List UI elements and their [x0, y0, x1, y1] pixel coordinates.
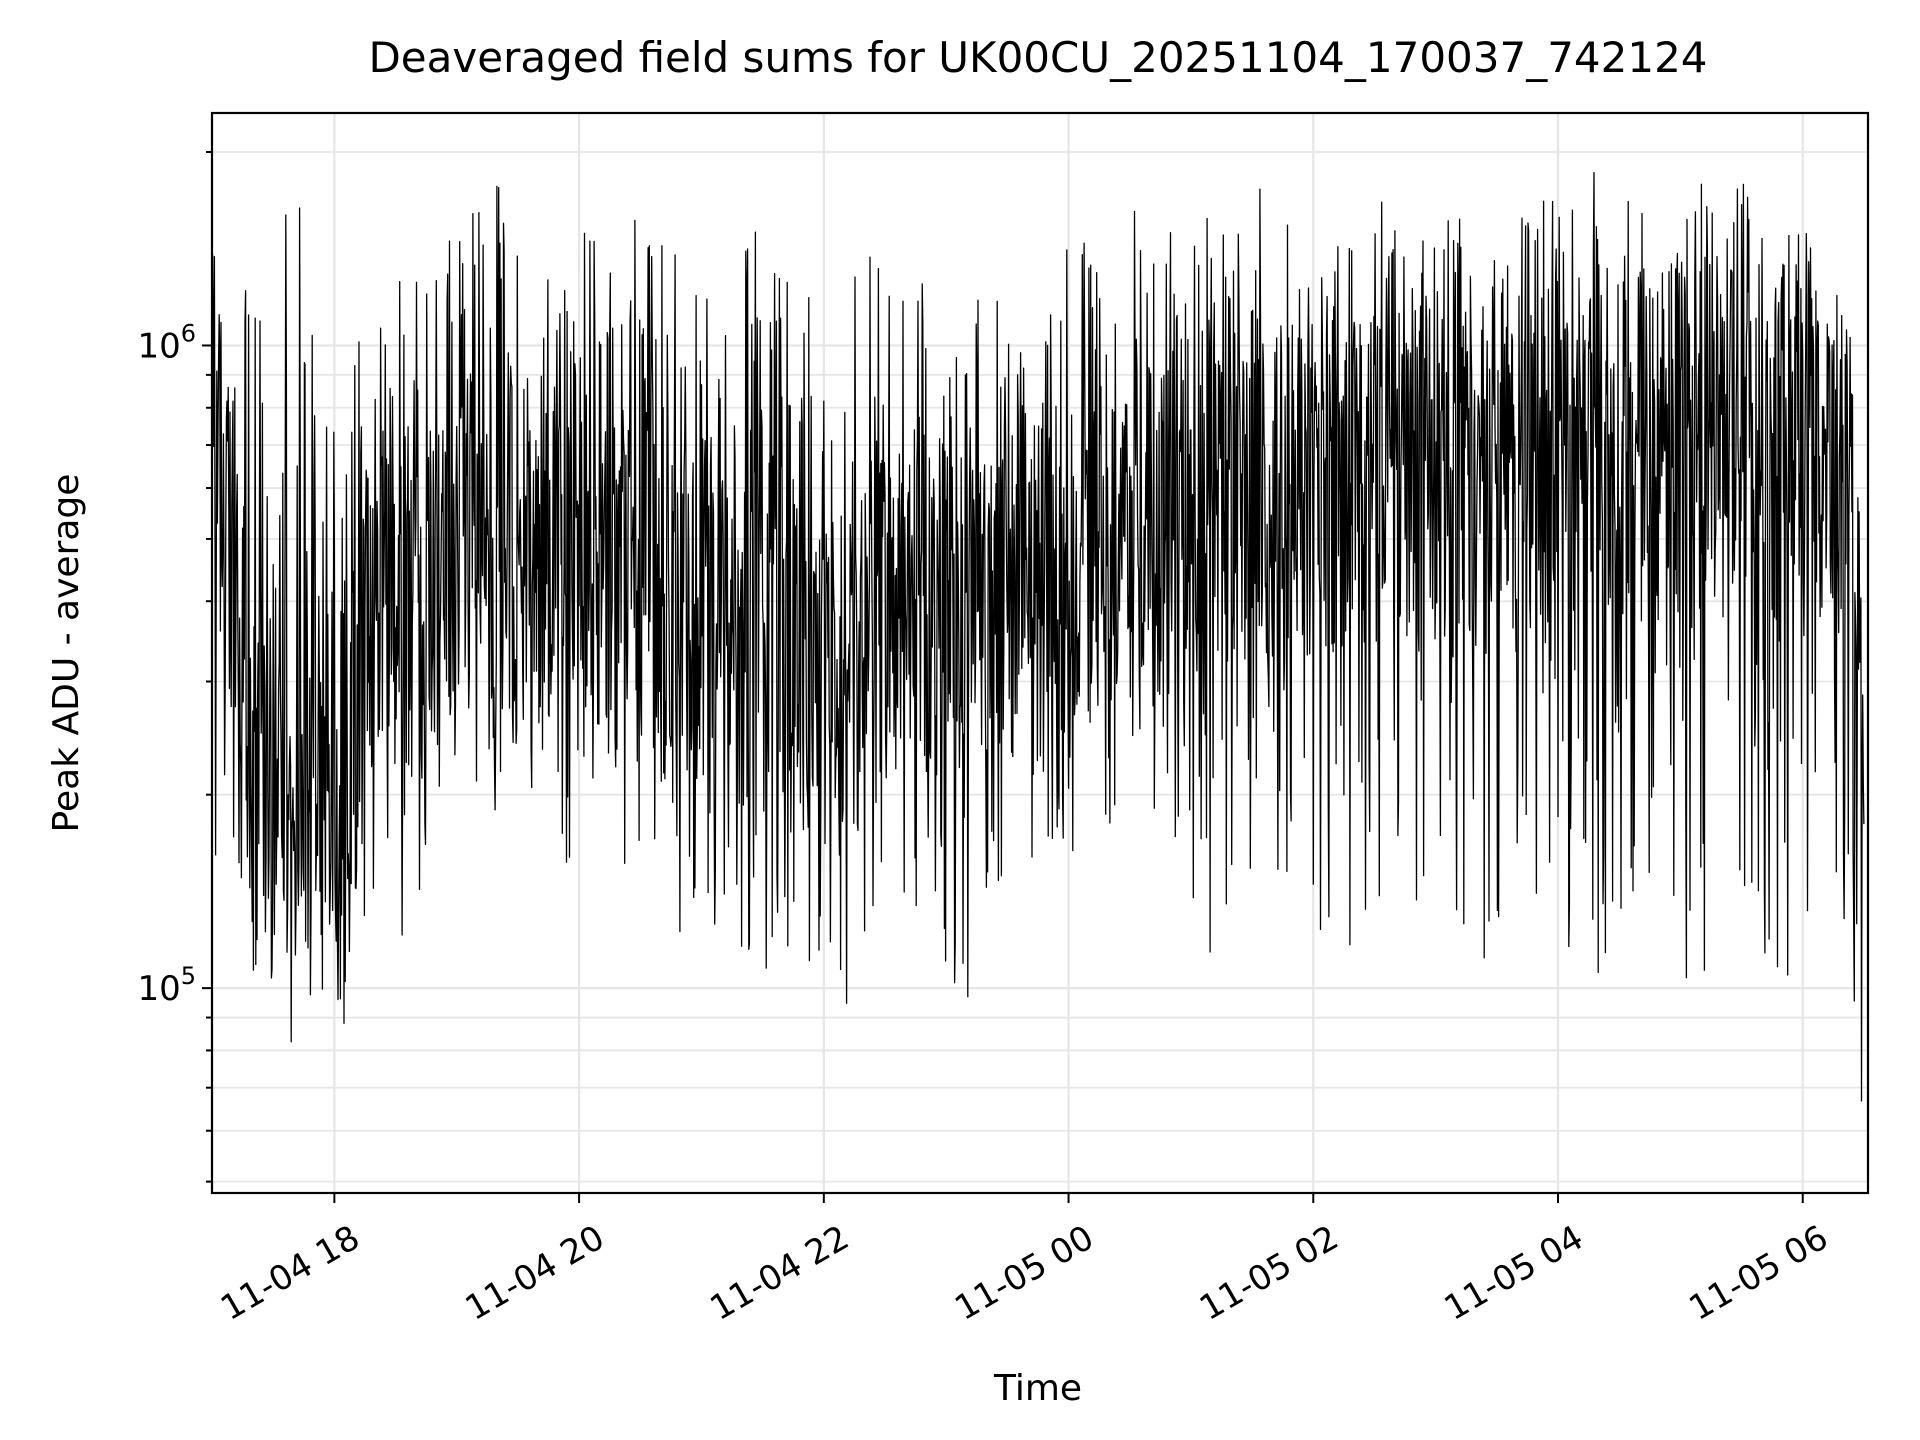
series-layer	[211, 171, 1865, 1102]
chart-title: Deaveraged field sums for UK00CU_2025110…	[368, 33, 1707, 82]
y-tick-label: 106	[137, 319, 196, 366]
x-axis-label: Time	[993, 1368, 1082, 1409]
plot-area-frame	[210, 111, 1870, 1195]
series-line	[211, 171, 1865, 1102]
y-axis-label: Peak ADU - average	[46, 474, 87, 833]
y-tick-label: 105	[137, 962, 196, 1009]
